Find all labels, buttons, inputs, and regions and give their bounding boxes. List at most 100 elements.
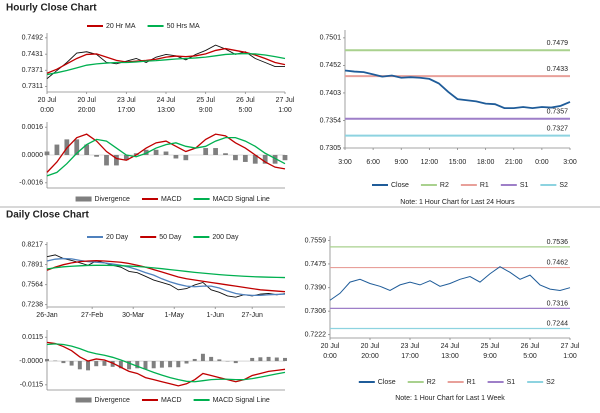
- divergence-bar: [74, 139, 80, 155]
- x-tick-label: 3:00: [338, 159, 352, 166]
- x-tick-label: 20:00: [78, 107, 96, 114]
- divergence-bar: [94, 155, 99, 157]
- x-tick-label: 20:00: [361, 353, 379, 360]
- legend-label: Close: [391, 182, 409, 189]
- y-tick-label: 0.7403: [320, 90, 342, 97]
- chart-note: Note: 1 Hour Chart for Last 1 Week: [395, 395, 505, 402]
- divergence-bar: [54, 144, 60, 155]
- divergence-bar: [183, 155, 189, 161]
- x-tick-label: 20 Jul: [77, 97, 96, 104]
- x-tick-label: 15:00: [449, 159, 467, 166]
- y-tick-label: 0.0016: [22, 124, 44, 131]
- divergence-bar: [233, 155, 238, 161]
- divergence-bar: [203, 148, 209, 155]
- legend-label: Divergence: [95, 397, 131, 404]
- y-tick-label: 0.0000: [22, 152, 44, 159]
- series-line: [46, 343, 286, 383]
- y-tick-label: 0.8217: [22, 241, 44, 248]
- level-label: 0.7536: [547, 239, 569, 246]
- y-tick-label: -0.0000: [19, 358, 43, 365]
- legend-label: MACD: [161, 196, 182, 203]
- divergence-bar: [84, 144, 90, 155]
- x-tick-label: 18:00: [477, 159, 495, 166]
- legend-swatch: [75, 196, 92, 202]
- x-tick-label: 5:00: [239, 107, 253, 114]
- legend-label: S1: [520, 182, 529, 189]
- chart-panel: 0.7305 0.7354 0.7403 0.7452 0.7501 3:00 6:00 9:…: [320, 30, 577, 206]
- x-tick-label: 0:00: [40, 107, 54, 114]
- legend-label: 50 Hrs MA: [167, 23, 200, 30]
- legend-label: MACD: [161, 397, 182, 404]
- divergence-bar: [274, 357, 279, 362]
- x-tick-label: 6:00: [366, 159, 380, 166]
- level-label: 0.7479: [547, 40, 569, 47]
- legend: Close R2 R1 S1 S2: [358, 379, 555, 386]
- series-line: [46, 133, 286, 173]
- divergence-bar: [127, 361, 132, 370]
- divergence-bar: [250, 357, 255, 362]
- x-tick-label: 1-Jun: [206, 312, 224, 319]
- divergence-bar: [176, 361, 181, 368]
- divergence-bar: [209, 356, 214, 362]
- y-tick-label: -0.0115: [20, 382, 43, 389]
- legend-label: R2: [427, 379, 436, 386]
- divergence-bar: [143, 361, 148, 370]
- legend-label: R2: [440, 182, 449, 189]
- divergence-bar: [61, 361, 66, 364]
- divergence-bar: [213, 148, 218, 155]
- y-tick-label: 0.7559: [305, 237, 327, 244]
- y-tick-label: 0.7475: [305, 261, 327, 268]
- x-tick-label: 25 Jul: [481, 343, 500, 350]
- divergence-bar: [135, 361, 140, 369]
- divergence-bar: [173, 155, 179, 159]
- x-tick-label: 5:00: [523, 353, 537, 360]
- series-line: [46, 260, 286, 293]
- y-tick-label: 0.7501: [320, 35, 342, 42]
- x-tick-label: 26-Jan: [36, 312, 58, 319]
- y-tick-label: 0.7564: [22, 282, 44, 289]
- y-tick-label: 0.7452: [320, 62, 342, 69]
- legend-label: 20 Hr MA: [106, 23, 136, 30]
- chart-panel: -0.0016 0.0000 0.0016 Divergence MACD MACD Si…: [19, 122, 288, 203]
- divergence-bar: [110, 361, 115, 367]
- x-tick-label: 27 Jul: [276, 97, 295, 104]
- level-label: 0.7244: [547, 320, 569, 327]
- x-tick-label: 24 Jul: [441, 343, 460, 350]
- y-tick-label: 0.7492: [22, 35, 44, 42]
- y-tick-label: 0.7306: [305, 308, 327, 315]
- legend-label: 200 Day: [212, 234, 239, 241]
- legend: Divergence MACD MACD Signal Line: [75, 397, 270, 404]
- x-tick-label: 17:00: [401, 353, 419, 360]
- divergence-bar: [272, 155, 278, 164]
- chart-note: Note: 1 Hour Chart for Last 24 Hours: [400, 199, 515, 206]
- series-line: [344, 69, 571, 110]
- y-tick-label: 0.7222: [305, 331, 327, 338]
- series-line: [46, 47, 286, 74]
- y-tick-label: 0.0115: [22, 334, 43, 341]
- divergence-bar: [45, 358, 49, 362]
- level-label: 0.7327: [547, 125, 569, 132]
- section-header: Hourly Close Chart: [6, 3, 97, 14]
- divergence-bar: [104, 155, 109, 166]
- x-tick-label: 0:00: [323, 353, 337, 360]
- chart-panel: 0.7222 0.7306 0.7390 0.7475 0.7559 20 Jul 0:00…: [305, 236, 580, 402]
- divergence-bar: [69, 361, 74, 366]
- chart-panel: 0.7311 0.7371 0.7431 0.7492 20 Jul 0:00 20 Jul…: [22, 23, 295, 114]
- y-tick-label: 0.7371: [22, 67, 44, 74]
- x-tick-label: 3:00: [563, 159, 577, 166]
- legend-label: 50 Day: [159, 234, 182, 241]
- divergence-bar: [217, 359, 222, 362]
- legend-label: S2: [546, 379, 555, 386]
- x-tick-label: 1-May: [164, 312, 184, 319]
- divergence-bar: [233, 361, 238, 364]
- divergence-bar: [266, 356, 271, 362]
- x-tick-label: 30-Mar: [122, 312, 145, 319]
- x-tick-label: 20 Jul: [321, 343, 340, 350]
- x-tick-label: 17:00: [118, 107, 136, 114]
- y-tick-label: 0.7390: [305, 285, 327, 292]
- x-tick-label: 25 Jul: [196, 97, 215, 104]
- legend-swatch: [75, 397, 92, 403]
- chart-panel: 0.7238 0.7564 0.7891 0.8217 26-Jan 27-Feb 30-M…: [22, 234, 286, 319]
- x-tick-label: 24 Jul: [157, 97, 176, 104]
